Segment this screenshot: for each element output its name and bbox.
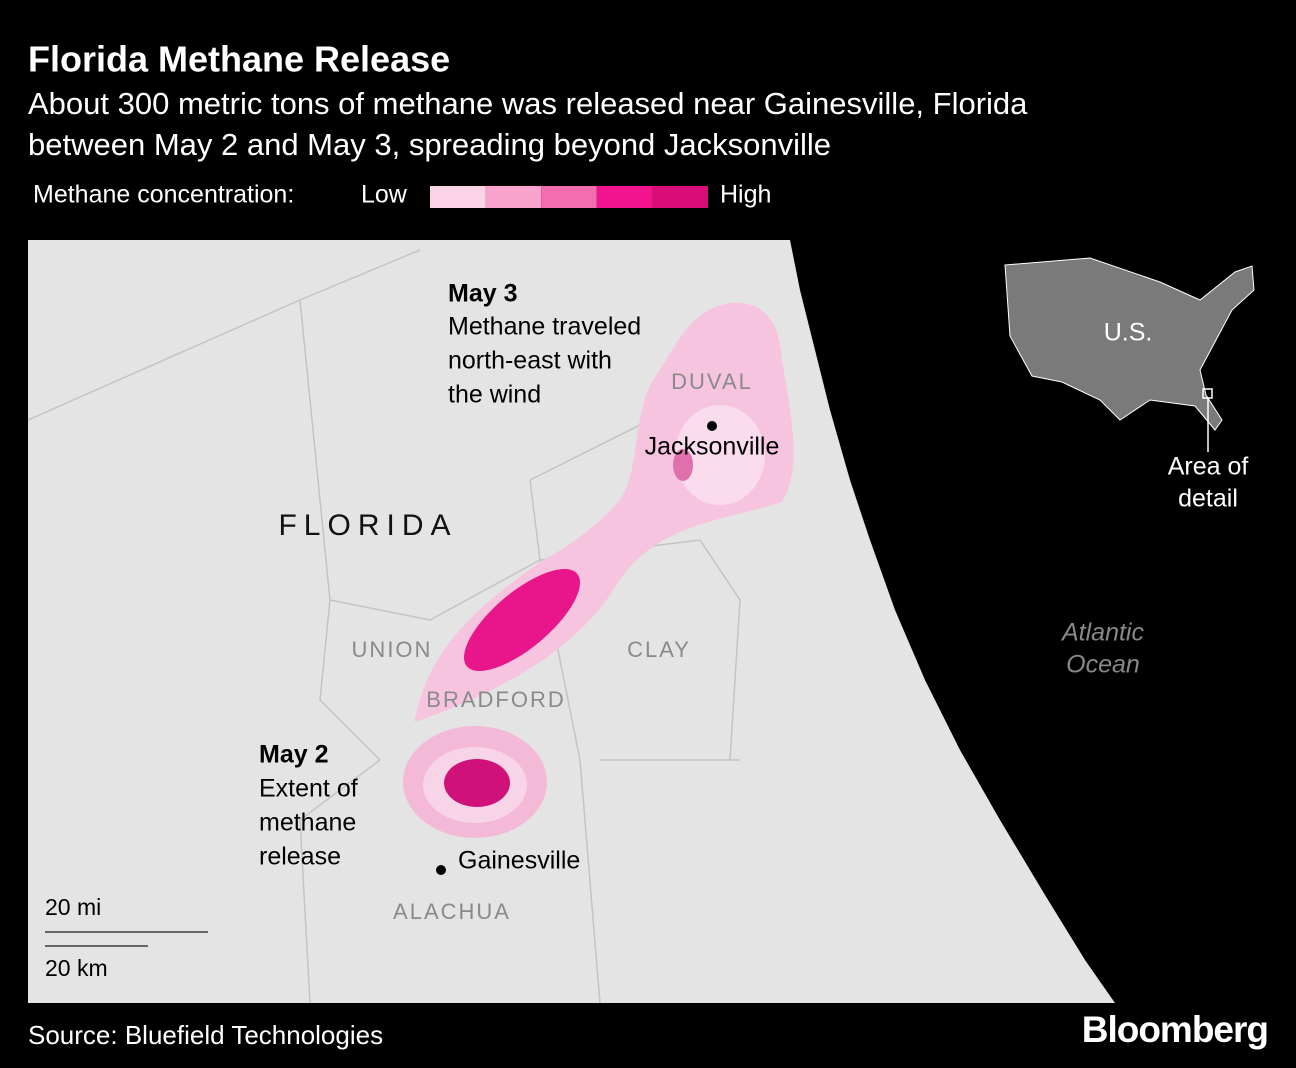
ocean-label: Atlantic [1060, 619, 1144, 647]
logo: Bloomberg [1082, 1009, 1268, 1050]
county-label: UNION [352, 637, 433, 662]
county-label: BRADFORD [426, 687, 565, 712]
county-lines [27, 249, 761, 1004]
annotation-title: May 3 [448, 280, 517, 308]
annotation-text: Extent of [259, 775, 358, 803]
legend-swatch [541, 186, 597, 208]
county-label: DUVAL [671, 369, 753, 394]
scale-label: 20 km [45, 955, 108, 981]
annotation-text: Methane traveled [448, 313, 641, 341]
plume [675, 405, 765, 505]
map: May 3 Methane traveled north-east with t… [27, 240, 1115, 1004]
inset-note: detail [1178, 485, 1238, 513]
legend-swatch [596, 186, 653, 208]
title: Florida Methane Release [28, 39, 450, 80]
state-label: FLORIDA [278, 509, 457, 542]
plume [673, 449, 693, 481]
legend-swatch [430, 186, 486, 208]
legend-swatch [652, 186, 708, 208]
legend-high: High [720, 181, 771, 209]
city-label: Jacksonville [645, 433, 780, 461]
plume [463, 568, 581, 672]
city-label: Gainesville [458, 847, 580, 875]
annotation-title: May 2 [259, 741, 328, 769]
subtitle: between May 2 and May 3, spreading beyon… [28, 127, 831, 162]
annotation-text: north-east with [448, 347, 612, 375]
inset-us [1004, 257, 1255, 431]
annotation-text: release [259, 843, 341, 871]
legend-scale [430, 186, 708, 208]
inset-note: Area of [1168, 453, 1249, 481]
source: Source: Bluefield Technologies [28, 1020, 383, 1050]
legend-swatch [485, 186, 542, 208]
plume [444, 759, 510, 807]
county-label: ALACHUA [393, 899, 511, 924]
inset-label: U.S. [1104, 319, 1153, 347]
annotation-text: the wind [448, 381, 541, 409]
city-dot [436, 865, 446, 875]
legend-low: Low [361, 181, 408, 209]
legend-label: Methane concentration: [33, 181, 294, 209]
county-label: CLAY [627, 637, 691, 662]
scale-label: 20 mi [45, 894, 101, 920]
city-dot [707, 421, 717, 431]
annotation-text: methane [259, 809, 356, 837]
subtitle: About 300 metric tons of methane was rel… [28, 86, 1028, 121]
ocean-label: Ocean [1066, 651, 1140, 679]
